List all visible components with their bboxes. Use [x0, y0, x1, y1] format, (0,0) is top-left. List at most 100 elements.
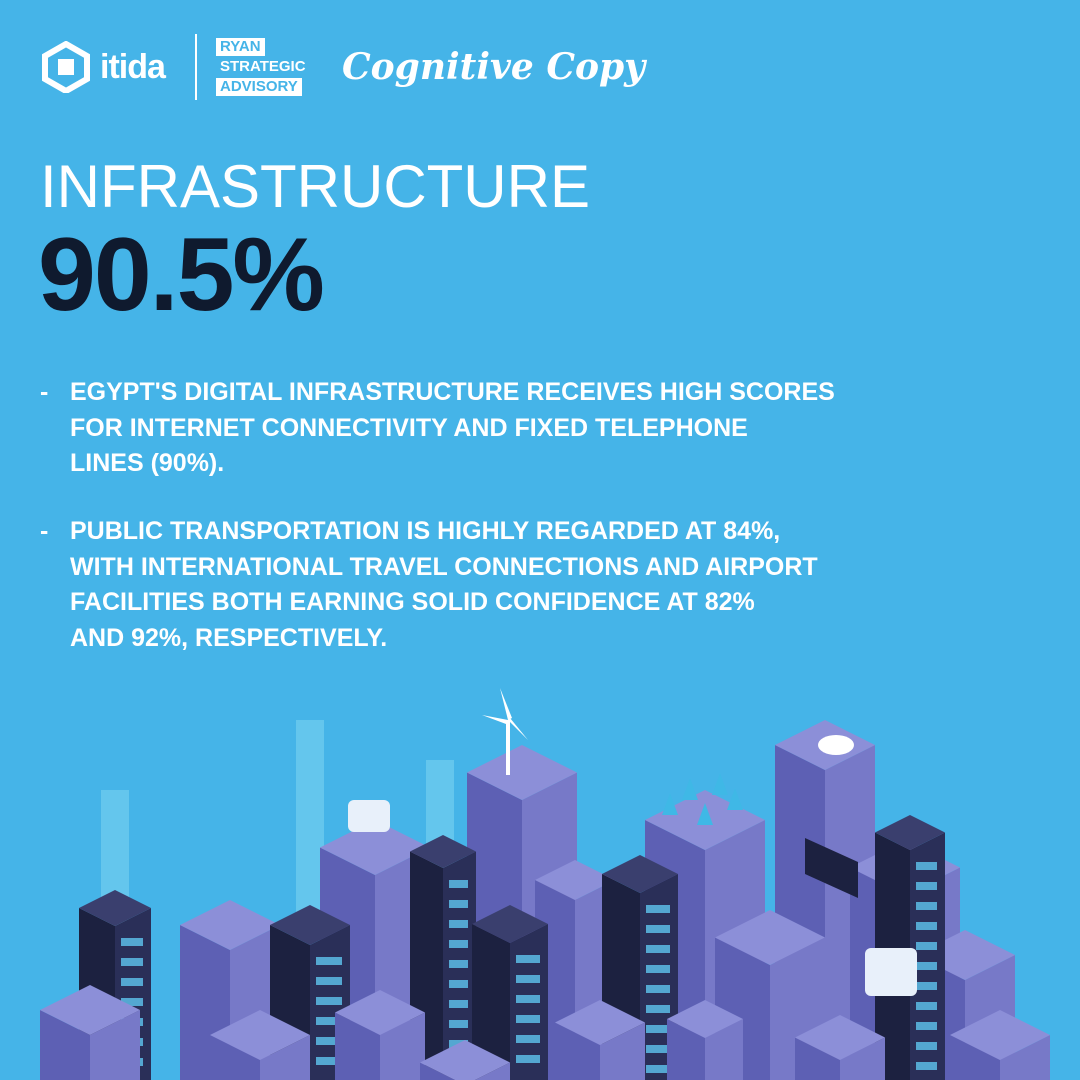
building-right	[1000, 1035, 1050, 1080]
tree	[662, 793, 678, 815]
window	[916, 862, 937, 870]
window	[449, 880, 468, 888]
window	[449, 940, 468, 948]
window	[916, 1022, 937, 1030]
cloud-icon	[818, 735, 854, 755]
window	[449, 960, 468, 968]
building-top	[555, 1000, 645, 1045]
building-top	[320, 820, 430, 875]
window	[516, 1055, 540, 1063]
building	[667, 1000, 743, 1080]
tree	[727, 788, 743, 810]
building-right	[840, 1037, 885, 1080]
chat-icon	[348, 800, 390, 832]
building-right	[90, 1010, 140, 1080]
building-top	[667, 1000, 743, 1038]
bullet-line: LINES (90%).	[70, 449, 225, 477]
tree	[697, 803, 713, 825]
window	[121, 938, 143, 946]
window	[646, 1025, 670, 1033]
building	[472, 905, 548, 1080]
tree	[682, 778, 698, 800]
building	[40, 985, 140, 1080]
window	[516, 975, 540, 983]
building-top	[180, 900, 280, 950]
logo-line: RYAN	[216, 38, 265, 56]
window	[316, 977, 342, 985]
building-top	[335, 990, 425, 1035]
window	[916, 982, 937, 990]
bullet-line: WITH INTERNATIONAL TRAVEL CONNECTIONS AN…	[70, 552, 818, 581]
building	[410, 835, 476, 1080]
window	[646, 965, 670, 973]
building-left	[40, 1010, 90, 1080]
window	[121, 998, 143, 1006]
window	[449, 900, 468, 908]
building	[795, 1015, 885, 1080]
window	[646, 1045, 670, 1053]
building-right	[705, 1019, 743, 1080]
building-left	[555, 1022, 600, 1080]
window	[516, 1035, 540, 1043]
window	[516, 1015, 540, 1023]
window	[316, 957, 342, 965]
window	[916, 902, 937, 910]
window	[316, 1057, 342, 1065]
tree	[712, 773, 728, 795]
chat-icon	[865, 948, 917, 996]
building	[210, 1010, 310, 1080]
building-right	[465, 1062, 510, 1080]
building-top	[420, 1040, 510, 1080]
building-right	[910, 832, 945, 1080]
bullet-text: PUBLIC TRANSPORTATION IS HIGHLY REGARDED…	[70, 514, 818, 656]
bullet: - EGYPT'S DIGITAL INFRASTRUCTURE RECEIVES…	[40, 375, 835, 482]
windmill-blade	[500, 688, 512, 720]
window	[516, 955, 540, 963]
building-top	[410, 835, 476, 868]
window	[316, 1017, 342, 1025]
building-top	[40, 985, 140, 1035]
bullet-marker: -	[40, 517, 49, 545]
building-right	[260, 1035, 310, 1080]
window	[646, 925, 670, 933]
building	[555, 1000, 645, 1080]
window	[121, 978, 143, 986]
building-top	[950, 1010, 1050, 1060]
logo-line: STRATEGIC	[220, 58, 306, 75]
window	[646, 1005, 670, 1013]
score: 90.5%	[38, 217, 325, 333]
title: INFRASTRUCTURE	[40, 153, 590, 220]
building-left	[795, 1037, 840, 1080]
bullet-line: AND 92%, RESPECTIVELY.	[70, 623, 388, 652]
window	[449, 1020, 468, 1028]
building-top	[270, 905, 350, 945]
logo-text: itida	[100, 47, 166, 86]
logo-ryan: RYAN STRATEGIC ADVISORY	[216, 34, 310, 100]
building-left	[472, 924, 510, 1080]
logo-line: ADVISORY	[216, 78, 302, 96]
building-top	[467, 745, 577, 800]
building-top	[602, 855, 678, 893]
building	[420, 1040, 510, 1080]
window	[916, 882, 937, 890]
window	[316, 1037, 342, 1045]
bullet-line: FACILITIES BOTH EARNING SOLID CONFIDENCE…	[70, 588, 755, 616]
logo-cognitive: Cognitive Copy	[342, 46, 646, 88]
building-top	[875, 815, 945, 850]
light-beam	[296, 720, 324, 920]
bullet-line: FOR INTERNET CONNECTIVITY AND FIXED TELE…	[70, 413, 748, 442]
window	[449, 1000, 468, 1008]
window	[646, 945, 670, 953]
logo-itida: itida	[40, 34, 166, 100]
window	[916, 1002, 937, 1010]
window	[449, 920, 468, 928]
building-top	[210, 1010, 310, 1060]
window	[916, 1062, 937, 1070]
bullet-line: EGYPT'S DIGITAL INFRASTRUCTURE RECEIVES …	[70, 378, 835, 406]
building-left	[420, 1062, 465, 1080]
separator	[195, 34, 197, 100]
window	[646, 985, 670, 993]
window	[449, 980, 468, 988]
